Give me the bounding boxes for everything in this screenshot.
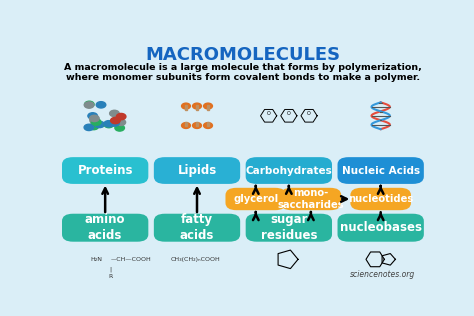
Text: sciencenotes.org: sciencenotes.org: [350, 270, 416, 279]
FancyBboxPatch shape: [154, 157, 240, 184]
Circle shape: [192, 123, 201, 128]
Circle shape: [117, 113, 126, 120]
Circle shape: [116, 119, 126, 125]
Text: R: R: [109, 274, 113, 279]
Circle shape: [182, 123, 191, 128]
FancyBboxPatch shape: [62, 157, 148, 184]
Bar: [207, 122, 210, 126]
Text: CH₃(CH₂)ₙCOOH: CH₃(CH₂)ₙCOOH: [170, 257, 220, 262]
Circle shape: [104, 121, 113, 127]
Text: amino
acids: amino acids: [85, 214, 126, 242]
FancyBboxPatch shape: [337, 214, 424, 242]
Bar: [196, 105, 199, 110]
FancyBboxPatch shape: [246, 157, 332, 184]
Text: MACROMOLECULES: MACROMOLECULES: [146, 46, 340, 64]
Circle shape: [115, 125, 125, 131]
Bar: [207, 105, 210, 110]
Text: H₂N: H₂N: [90, 257, 102, 262]
Text: nucleotides: nucleotides: [348, 194, 413, 204]
Circle shape: [89, 123, 99, 130]
FancyBboxPatch shape: [350, 188, 411, 210]
Circle shape: [204, 103, 212, 109]
Text: O: O: [287, 111, 291, 116]
Circle shape: [91, 119, 101, 125]
Text: where monomer subunits form covalent bonds to make a polymer.: where monomer subunits form covalent bon…: [66, 73, 420, 82]
Circle shape: [90, 115, 99, 122]
Circle shape: [110, 117, 120, 124]
Circle shape: [182, 103, 191, 109]
FancyBboxPatch shape: [281, 188, 341, 210]
Text: Carbohydrates: Carbohydrates: [246, 166, 332, 175]
FancyBboxPatch shape: [62, 214, 148, 242]
Text: O: O: [267, 111, 271, 116]
Text: fatty
acids: fatty acids: [180, 214, 214, 242]
Text: A macromolecule is a large molecule that forms by polymerization,: A macromolecule is a large molecule that…: [64, 64, 422, 72]
Circle shape: [192, 103, 201, 109]
Circle shape: [96, 102, 106, 108]
Text: O: O: [307, 111, 311, 116]
Circle shape: [104, 121, 114, 128]
Text: glycerol: glycerol: [233, 194, 278, 204]
FancyBboxPatch shape: [337, 157, 424, 184]
Text: Proteins: Proteins: [77, 164, 133, 177]
Text: nucleobases: nucleobases: [340, 221, 422, 234]
FancyBboxPatch shape: [226, 188, 286, 210]
Circle shape: [84, 124, 94, 131]
Circle shape: [110, 120, 119, 126]
FancyBboxPatch shape: [154, 214, 240, 242]
Text: mono-
saccharides: mono- saccharides: [278, 188, 344, 210]
Text: —CH—COOH: —CH—COOH: [110, 257, 151, 262]
Circle shape: [204, 123, 212, 128]
FancyBboxPatch shape: [246, 214, 332, 242]
Circle shape: [90, 117, 100, 124]
Text: |: |: [109, 266, 112, 272]
Text: Nucleic Acids: Nucleic Acids: [342, 166, 420, 175]
Bar: [184, 122, 187, 126]
Circle shape: [88, 113, 98, 119]
Circle shape: [84, 101, 94, 107]
Bar: [196, 122, 199, 126]
Circle shape: [95, 121, 104, 128]
Circle shape: [84, 102, 94, 108]
Circle shape: [109, 110, 119, 117]
Text: sugar
residues: sugar residues: [261, 214, 317, 242]
Text: Lipids: Lipids: [177, 164, 217, 177]
Bar: [184, 105, 187, 110]
